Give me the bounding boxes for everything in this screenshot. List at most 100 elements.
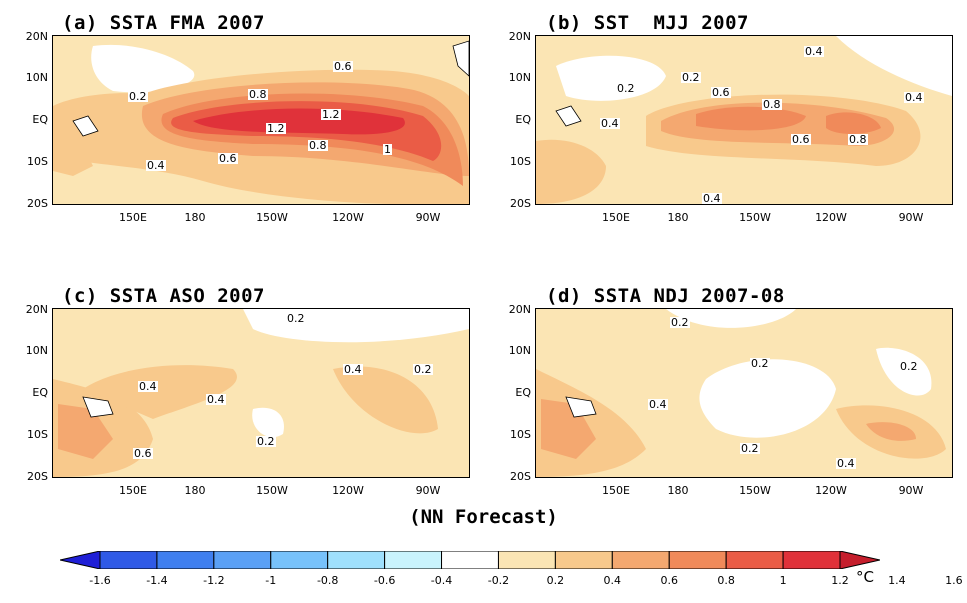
lon-label: 150E [119, 211, 147, 224]
panel-b-contour-label: 0.4 [804, 45, 824, 58]
lon-label: 150W [256, 211, 288, 224]
panel-a-contour-label: 1 [383, 143, 392, 156]
colorbar-right-arrow [839, 551, 880, 569]
colorbar-tick-label: 0.6 [660, 574, 678, 587]
colorbar-cell [384, 551, 443, 569]
colorbar-tick-label: -0.8 [316, 574, 339, 587]
lat-label: 20S [27, 470, 48, 483]
lon-label: 120W [332, 211, 364, 224]
lon-label: 90W [898, 484, 924, 497]
panel-a-contour-label: 0.8 [308, 139, 328, 152]
panel-d-contour-label: 0.2 [750, 357, 770, 370]
colorbar-tick-label: 0.4 [603, 574, 622, 587]
panel-c-contour-label: 0.2 [286, 312, 306, 325]
colorbar [60, 551, 880, 569]
lon-label: 180 [184, 211, 206, 224]
panel-b-contour-label: 0.4 [600, 117, 620, 130]
colorbar-tick-label: -1.4 [146, 574, 168, 587]
panel-b-contour-label: 0.8 [848, 133, 868, 146]
panel-c-contour-label: 0.4 [138, 380, 158, 393]
lat-label: 10S [510, 155, 531, 168]
panel-b-contour-label: 0.6 [711, 86, 731, 99]
lat-label: 10N [508, 344, 531, 357]
lat-label: EQ [32, 386, 48, 399]
panel-d-map: 0.2 0.2 0.2 0.4 0.2 0.4 [535, 308, 953, 478]
panel-b-title: (b) SST MJJ 2007 [546, 12, 749, 34]
lon-label: 120W [815, 484, 847, 497]
colorbar-cell [497, 551, 556, 569]
lon-label: 180 [184, 484, 206, 497]
colorbar-cell [213, 551, 272, 569]
lon-label: 90W [415, 484, 441, 497]
colorbar-cell [554, 551, 613, 569]
lon-label: 120W [815, 211, 847, 224]
panel-c-contour-label: 0.2 [413, 363, 433, 376]
panel-b-contour-label: 0.8 [762, 98, 782, 111]
colorbar-tick-label: 1 [779, 574, 787, 587]
colorbar-tick-label: 0.8 [717, 574, 735, 587]
panel-d-contour-label: 0.4 [836, 457, 856, 470]
lat-label: EQ [32, 113, 48, 126]
panel-d-contour-label: 0.2 [899, 360, 919, 373]
lat-label: 20S [27, 197, 48, 210]
lon-label: 90W [415, 211, 441, 224]
lon-label: 150E [602, 211, 630, 224]
lon-label: 150W [256, 484, 288, 497]
panel-a-contour-label: 0.6 [218, 152, 238, 165]
panel-b-contour-label: 0.2 [616, 82, 636, 95]
panel-c-map: 0.2 0.4 0.4 0.2 0.4 0.2 0.6 [52, 308, 470, 478]
colorbar-tick-label: 0.2 [546, 574, 565, 587]
colorbar-cell [725, 551, 784, 569]
lat-label: 10S [27, 428, 48, 441]
lon-label: 150E [602, 484, 630, 497]
panel-c-title: (c) SSTA ASO 2007 [62, 285, 265, 307]
colorbar-tick-label: 1.2 [831, 574, 849, 587]
panel-a-contour-label: 0.4 [146, 159, 166, 172]
lon-label: 150W [739, 211, 771, 224]
panel-b-contours [536, 36, 952, 204]
colorbar-cell [441, 551, 499, 569]
panel-c-contour-label: 0.4 [343, 363, 363, 376]
colorbar-tick-label: -0.2 [487, 574, 510, 587]
colorbar-tick-label: -0.6 [373, 574, 396, 587]
panel-b-map: 0.4 0.2 0.2 0.6 0.8 0.4 0.4 0.6 0.8 0.4 [535, 35, 953, 205]
colorbar-cell [668, 551, 727, 569]
lon-label: 90W [898, 211, 924, 224]
colorbar-tick-label: -1.6 [89, 574, 111, 587]
lat-label: 10S [510, 428, 531, 441]
colorbar-cell [270, 551, 329, 569]
lat-label: 20S [510, 197, 531, 210]
panel-b-contour-label: 0.4 [904, 91, 924, 104]
lon-label: 150W [739, 484, 771, 497]
panel-a-contour-label: 1.2 [266, 122, 286, 135]
panel-a-contours [53, 40, 469, 204]
panel-b-contour-label: 0.2 [681, 71, 701, 84]
colorbar-tick-label: 1.4 [888, 574, 906, 587]
panel-a-contour-label: 0.6 [333, 60, 353, 73]
lat-label: 20N [25, 30, 48, 43]
colorbar-unit: °C [856, 568, 874, 586]
panel-b-contour-label: 0.4 [702, 192, 722, 205]
panel-a-title: (a) SSTA FMA 2007 [62, 12, 265, 34]
lat-label: 10N [508, 71, 531, 84]
forecast-caption: (NN Forecast) [409, 506, 558, 528]
colorbar-tick-label: 1.6 [945, 574, 963, 587]
colorbar-cell [327, 551, 386, 569]
lat-label: 20N [508, 303, 531, 316]
panel-a-contour-label: 0.8 [248, 88, 268, 101]
colorbar-cell [99, 551, 158, 569]
colorbar-tick-label: -1.2 [203, 574, 225, 587]
lat-label: 20S [510, 470, 531, 483]
panel-d-contour-label: 0.2 [740, 442, 760, 455]
lat-label: EQ [515, 113, 531, 126]
lat-label: 20N [508, 30, 531, 43]
colorbar-tick-label: -1 [265, 574, 277, 587]
lon-label: 120W [332, 484, 364, 497]
lon-label: 180 [667, 211, 689, 224]
panel-d-contours [536, 309, 946, 477]
panel-d-title: (d) SSTA NDJ 2007-08 [546, 285, 785, 307]
lat-label: 10N [25, 71, 48, 84]
colorbar-cell [782, 551, 841, 569]
lat-label: 20N [25, 303, 48, 316]
panel-b-contour-label: 0.6 [791, 133, 811, 146]
